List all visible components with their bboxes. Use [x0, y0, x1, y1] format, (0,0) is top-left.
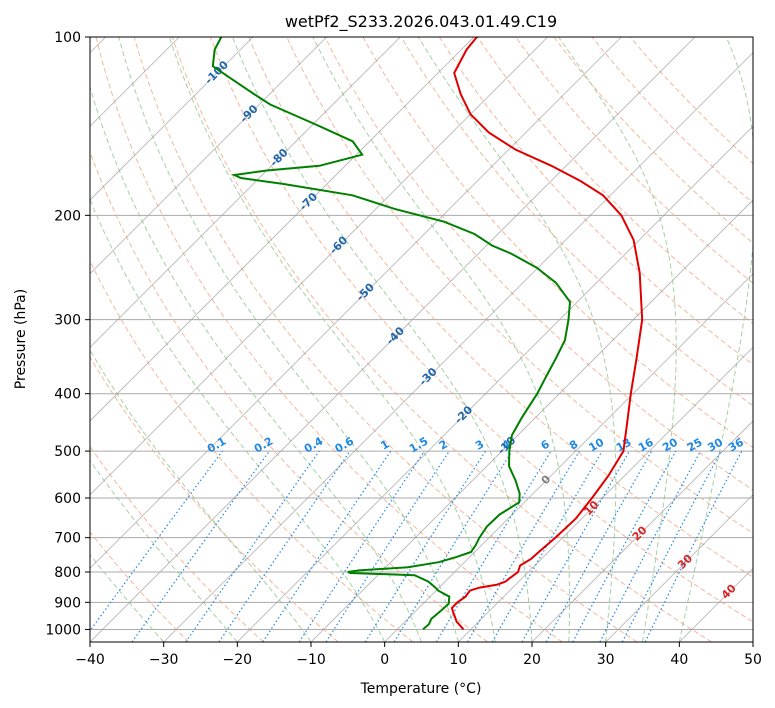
isotherm-line	[90, 37, 696, 642]
isotherm-line	[90, 37, 327, 275]
isotherm-line	[458, 346, 753, 642]
plot-background	[90, 37, 753, 642]
moist-adiabat-line	[678, 37, 753, 642]
mixing-ratio-line	[131, 450, 270, 642]
dry-adiabat-line	[90, 445, 264, 642]
isotherm-line	[310, 199, 753, 642]
y-tick-label: 300	[54, 313, 81, 329]
mixing-ratio-line	[572, 450, 677, 642]
mixing-ratio-line	[644, 450, 743, 642]
x-tick-label: 30	[597, 652, 615, 668]
isotherm-line	[237, 125, 753, 642]
isotherm-line	[163, 52, 753, 642]
mixing-ratio-line	[90, 450, 223, 632]
dry-adiabat-line	[515, 37, 753, 284]
moist-adiabat-line	[418, 37, 617, 642]
dry-adiabat-line	[133, 37, 638, 642]
dry-adiabat-line	[210, 37, 753, 623]
mixing-ratio-line	[545, 450, 653, 642]
moist-adiabat-line	[558, 37, 677, 642]
x-tick-label: 50	[744, 652, 762, 668]
moist-adiabat-line	[168, 37, 496, 642]
isotherm-line	[90, 37, 475, 422]
y-tick-label: 400	[54, 387, 81, 403]
x-tick-label: −30	[149, 652, 179, 668]
dry-adiabat-line	[90, 150, 488, 642]
moist-adiabat-line	[118, 37, 459, 642]
y-axis-label: Pressure (hPa)	[13, 289, 29, 389]
y-tick-label: 900	[54, 595, 81, 611]
dry-adiabat-line	[248, 37, 753, 578]
mixing-ratio-line	[298, 450, 425, 642]
y-tick-label: 500	[54, 444, 81, 460]
y-tick-label: 600	[54, 491, 81, 507]
dry-adiabat-line	[171, 37, 712, 642]
mixing-ratio-line	[185, 450, 320, 642]
x-tick-label: 10	[449, 652, 467, 668]
x-tick-label: 20	[523, 652, 541, 668]
y-tick-label: 100	[54, 30, 81, 46]
moist-adiabat-line	[90, 198, 386, 642]
moist-adiabat-line	[90, 459, 238, 642]
isotherm-line	[90, 37, 548, 496]
y-tick-label: 800	[54, 565, 81, 581]
isotherm-line	[531, 420, 753, 642]
mixing-ratio-line	[521, 450, 631, 642]
isotherm-line	[90, 37, 401, 348]
temperature-line	[450, 37, 644, 631]
dry-adiabat-line	[324, 37, 753, 491]
y-tick-label: 1000	[45, 622, 81, 638]
isotherm-line	[90, 37, 254, 201]
dry-adiabat-line	[400, 37, 753, 407]
x-tick-label: −20	[223, 652, 253, 668]
mixing-ratio-line	[218, 450, 351, 642]
isotherm-line	[384, 273, 753, 642]
x-tick-label: −10	[296, 652, 326, 668]
isotherm-line	[90, 37, 622, 569]
x-tick-label: 0	[380, 652, 389, 668]
y-tick-label: 200	[54, 208, 81, 224]
x-tick-label: −40	[75, 652, 105, 668]
plot-frame	[89, 36, 754, 643]
dewpoint-line	[211, 37, 572, 631]
mixing-ratio-line	[393, 450, 513, 642]
isotherm-line	[605, 494, 753, 642]
isotherm-line	[752, 641, 753, 642]
chart-title: wetPf2_S233.2026.043.01.49.C19	[285, 12, 557, 32]
y-tick-label: 700	[54, 531, 81, 547]
dry-adiabat-line	[95, 37, 563, 642]
mixing-ratio-line	[262, 450, 392, 642]
dry-adiabat-line	[90, 531, 190, 642]
x-tick-label: 40	[670, 652, 688, 668]
dry-adiabat-line	[438, 37, 753, 366]
moist-adiabat-line	[231, 37, 533, 642]
mixing-ratio-line	[325, 450, 450, 642]
x-axis-label: Temperature (°C)	[360, 681, 482, 697]
dry-adiabat-line	[90, 356, 339, 642]
